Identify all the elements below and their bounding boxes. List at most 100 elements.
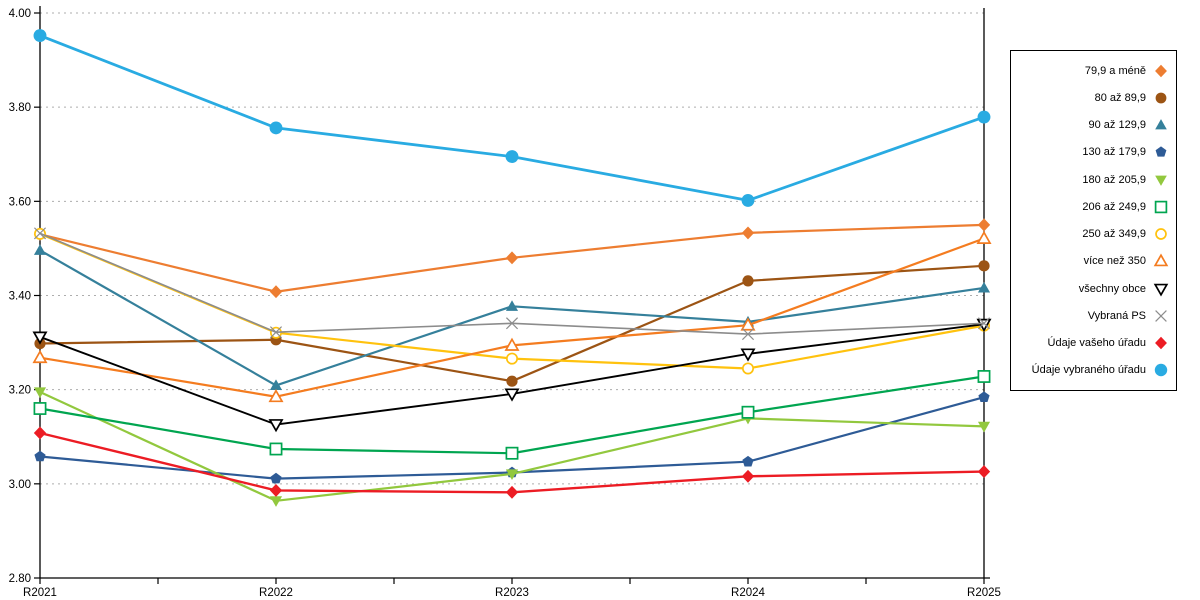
legend-label: 130 až 179,9 bbox=[1082, 146, 1146, 159]
data-point bbox=[32, 331, 48, 345]
data-point bbox=[977, 281, 991, 293]
data-point bbox=[505, 352, 519, 365]
data-point bbox=[741, 226, 755, 240]
legend-label: 180 až 205,9 bbox=[1082, 173, 1146, 186]
legend-label: všechny obce bbox=[1078, 282, 1146, 295]
legend-item-2: 90 až 129,9 bbox=[1015, 112, 1169, 138]
data-point bbox=[978, 391, 990, 402]
data-point bbox=[741, 328, 755, 341]
data-point bbox=[505, 300, 519, 311]
series-line bbox=[38, 249, 986, 387]
data-point bbox=[505, 251, 519, 265]
triangle-down-open-legend-icon bbox=[1153, 283, 1169, 297]
data-point bbox=[978, 260, 990, 272]
axes: 4.00 3.80 3.60 3.40 3.20 3.00 2.80 R2021 R2022 R2… bbox=[9, 6, 1001, 599]
x-tick-label: R2021 bbox=[23, 587, 57, 599]
legend-item-8: všechny obce bbox=[1015, 276, 1169, 302]
series--daje-vybran-ho-adu bbox=[33, 29, 991, 207]
legend-item-10: Údaje vašeho úřadu bbox=[1015, 330, 1169, 356]
legend-box: 79,9 a méně 80 až 89,9 90 až 129,9 130 až 1… bbox=[1010, 50, 1177, 391]
y-tick-label: 3.80 bbox=[9, 102, 31, 114]
data-point bbox=[33, 244, 47, 255]
data-point bbox=[268, 419, 284, 433]
data-point bbox=[977, 218, 991, 232]
series-v-echny-obce bbox=[32, 318, 992, 433]
legend-item-11: Údaje vybraného úřadu bbox=[1015, 357, 1169, 383]
x-tick-label: R2023 bbox=[495, 587, 529, 599]
data-point bbox=[33, 402, 47, 415]
data-point bbox=[977, 317, 991, 330]
legend-item-3: 130 až 179,9 bbox=[1015, 139, 1169, 165]
square-open-legend-icon bbox=[1154, 200, 1168, 214]
x-legend-icon bbox=[1155, 310, 1167, 322]
data-point bbox=[740, 348, 756, 362]
circle-filled-large-legend-icon bbox=[1154, 364, 1168, 377]
legend-label: 80 až 89,9 bbox=[1094, 91, 1146, 104]
data-point bbox=[506, 375, 518, 387]
data-point bbox=[33, 426, 47, 440]
legend-item-7: více než 350 bbox=[1015, 248, 1169, 274]
data-point bbox=[504, 388, 520, 402]
legend-item-6: 250 až 349,9 bbox=[1015, 221, 1169, 247]
series-90-a-129-9 bbox=[33, 244, 991, 391]
legend-label: 250 až 349,9 bbox=[1082, 228, 1146, 241]
data-point bbox=[977, 421, 991, 433]
data-point bbox=[505, 485, 519, 499]
data-point bbox=[269, 285, 283, 299]
series-line bbox=[39, 232, 985, 335]
series--daje-va-eho-adu bbox=[33, 426, 991, 499]
series-line bbox=[38, 34, 986, 202]
y-tick-label: 3.00 bbox=[9, 479, 31, 491]
y-tick-label: 3.60 bbox=[9, 196, 31, 208]
data-point bbox=[504, 337, 520, 351]
triangle-up-open-legend-icon bbox=[1153, 253, 1169, 267]
data-point bbox=[269, 326, 283, 339]
data-point bbox=[741, 362, 755, 375]
data-point bbox=[505, 469, 519, 480]
data-point bbox=[34, 450, 46, 462]
data-point bbox=[977, 465, 991, 479]
data-point bbox=[268, 388, 284, 403]
data-point bbox=[33, 227, 47, 240]
legend-item-0: 79,9 a méně bbox=[1015, 58, 1169, 84]
data-point bbox=[505, 317, 519, 330]
data-point bbox=[976, 318, 992, 332]
x-tick-label: R2022 bbox=[259, 587, 293, 599]
data-point bbox=[33, 29, 47, 43]
triangle-down-filled-legend-icon bbox=[1155, 175, 1167, 186]
data-point bbox=[742, 455, 754, 467]
data-point bbox=[33, 387, 47, 399]
data-point bbox=[740, 317, 756, 331]
diamond-filled-legend-icon bbox=[1155, 336, 1167, 350]
y-tick-label: 3.20 bbox=[9, 385, 31, 397]
legend-item-4: 180 až 205,9 bbox=[1015, 167, 1169, 193]
y-tick-label: 4.00 bbox=[9, 8, 31, 20]
data-point bbox=[269, 379, 283, 391]
data-point bbox=[269, 442, 283, 456]
data-point bbox=[32, 349, 48, 364]
pentagon-filled-legend-icon bbox=[1155, 146, 1167, 157]
data-point bbox=[269, 121, 283, 135]
legend-label: Údaje vašeho úřadu bbox=[1047, 337, 1146, 350]
legend-label: Údaje vybraného úřadu bbox=[1031, 364, 1146, 377]
data-point bbox=[741, 193, 755, 207]
legend-label: 206 až 249,9 bbox=[1082, 200, 1146, 213]
series-v-ce-ne-350 bbox=[32, 230, 992, 403]
data-point bbox=[741, 405, 755, 419]
data-point bbox=[269, 483, 283, 497]
data-point bbox=[505, 150, 519, 164]
data-point bbox=[741, 469, 755, 483]
data-point bbox=[977, 110, 991, 124]
circle-open-legend-icon bbox=[1155, 228, 1167, 240]
legend-label: Vybraná PS bbox=[1087, 309, 1146, 322]
data-point bbox=[977, 370, 991, 383]
diamond-filled-legend-icon bbox=[1155, 64, 1167, 77]
y-tick-label: 2.80 bbox=[9, 573, 31, 585]
data-point bbox=[976, 230, 992, 244]
legend-item-1: 80 až 89,9 bbox=[1015, 85, 1169, 111]
data-point bbox=[505, 446, 519, 460]
legend-item-5: 206 až 249,9 bbox=[1015, 194, 1169, 220]
data-point bbox=[270, 472, 282, 484]
